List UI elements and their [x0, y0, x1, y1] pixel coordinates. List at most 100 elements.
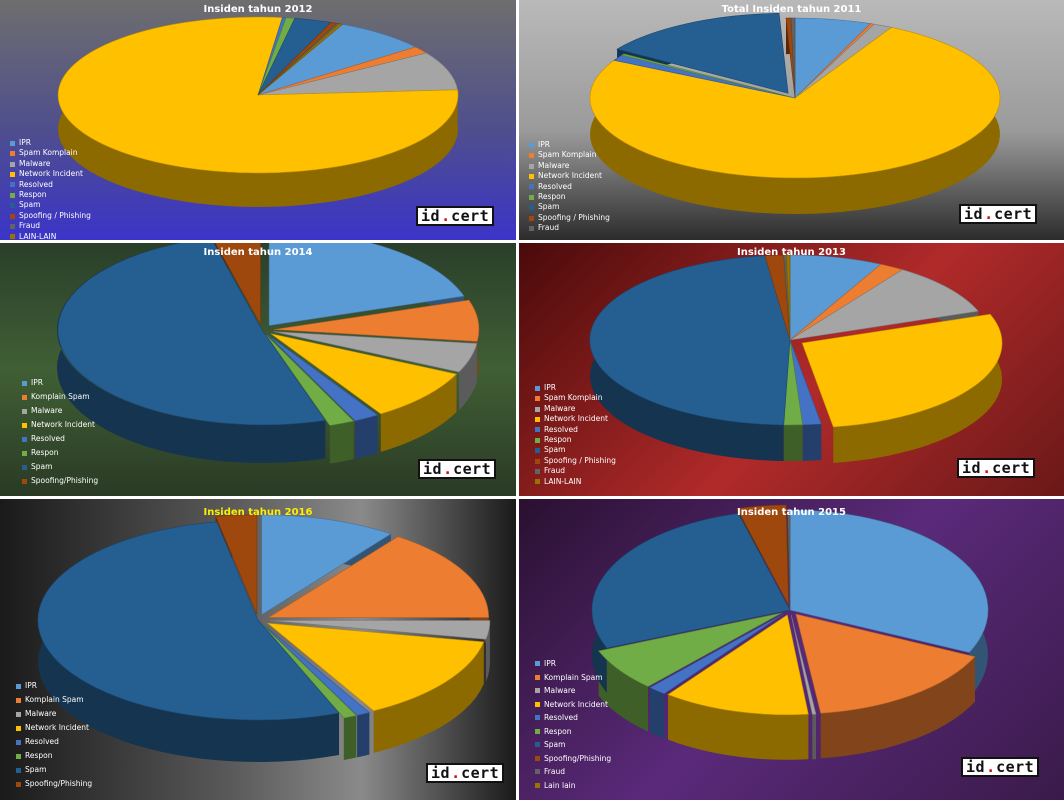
legend-label: Malware: [25, 709, 57, 718]
legend-label: Fraud: [19, 221, 40, 231]
chart-panel-2012: Insiden tahun 2012 IPR Spam Komplain Malwa…: [0, 0, 516, 240]
legend-item: Komplain Spam: [22, 390, 98, 404]
legend-label: Network Incident: [544, 699, 608, 709]
legend-item: Malware: [16, 707, 92, 721]
legend-label: Spam Komplain: [19, 148, 78, 158]
legend-label: Respon: [19, 190, 47, 200]
legend-item: Network Incident: [10, 169, 91, 179]
legend-swatch: [535, 448, 540, 454]
legend-swatch: [529, 215, 534, 221]
legend-swatch: [529, 225, 534, 231]
legend-label: Fraud: [544, 767, 565, 776]
legend-label: Spam Komplain: [544, 393, 603, 403]
legend-swatch: [535, 661, 540, 667]
legend-item: Spoofing / Phishing: [529, 213, 610, 223]
legend-label: Respon: [31, 448, 59, 457]
legend-label: LAIN-LAIN: [19, 231, 57, 240]
pie-slice-respon: [621, 53, 796, 99]
legend-label: Malware: [544, 686, 576, 695]
legend-swatch: [10, 171, 15, 177]
legend-item: Respon: [16, 749, 92, 763]
pie-slice-spoofing-phishing: [214, 243, 261, 326]
legend-label: IPR: [19, 138, 31, 147]
legend-item: Network Incident: [16, 721, 92, 735]
pie-slice-side: [486, 620, 490, 682]
legend-swatch: [22, 380, 27, 386]
pie-slice-ipr: [261, 514, 392, 616]
legend-swatch: [535, 728, 540, 734]
pie-slice-spam: [57, 243, 326, 426]
legend-label: Spoofing/Phishing: [544, 753, 612, 763]
legend-label: Spam: [19, 200, 41, 210]
pie-slice-malware: [789, 269, 979, 341]
legend-label: Spam: [544, 740, 566, 749]
idcert-logo: id. cert: [418, 459, 497, 479]
legend-swatch: [529, 163, 534, 169]
legend-label: LAIN-LAIN: [544, 476, 582, 486]
pie-slice-side: [833, 314, 1002, 463]
legend-label: Resolved: [25, 737, 59, 746]
pie-slice-side: [357, 712, 370, 758]
legend-label: Network Incident: [31, 420, 95, 429]
legend-item: Spam: [535, 445, 616, 455]
legend-label: Spam: [25, 765, 47, 774]
legend-swatch: [535, 769, 540, 775]
pie-slice-lain-lain: [785, 254, 791, 341]
pie-slice-respon: [262, 624, 358, 719]
chart-panel-2013: Insiden tahun 2013 IPR Spam Komplain Malwa…: [519, 243, 1064, 496]
pie-slice-network-incident: [667, 614, 809, 716]
pie-slice-network-incident: [801, 313, 1003, 428]
legend-2015: IPR Komplain Spam Malware Network Incident R…: [535, 657, 611, 792]
legend-item: Spam: [529, 202, 610, 212]
legend-swatch: [22, 408, 27, 414]
legend-item: Spoofing/Phishing: [16, 777, 92, 791]
chart-panel-2014: Insiden tahun 2014 IPR Komplain Spam Malwa…: [0, 243, 516, 496]
pie-slice-spam: [591, 513, 791, 649]
legend-item: Spam Komplain: [529, 150, 610, 160]
legend-label: Network Incident: [544, 414, 608, 424]
legend-item: Respon: [22, 446, 98, 460]
legend-item: Network Incident: [535, 414, 616, 424]
legend-item: Fraud: [10, 221, 91, 231]
legend-label: Spoofing / Phishing: [544, 455, 616, 465]
legend-item: Lain lain: [535, 779, 611, 793]
legend-swatch: [22, 478, 27, 484]
legend-label: Spoofing/Phishing: [25, 779, 93, 788]
pie-slice-resolved: [649, 613, 784, 695]
legend-swatch: [16, 725, 21, 731]
pie-slice-side: [380, 374, 457, 452]
legend-label: Resolved: [31, 434, 65, 443]
legend-swatch: [535, 782, 540, 788]
legend-item: Resolved: [22, 432, 98, 446]
legend-swatch: [10, 223, 15, 229]
pie-slice-spoofing-phishing: [736, 504, 789, 606]
legend-label: Spam: [538, 202, 560, 212]
legend-label: IPR: [544, 659, 556, 668]
legend-item: Respon: [535, 435, 616, 445]
pie-slice-side: [329, 421, 354, 464]
legend-swatch: [535, 416, 540, 422]
legend-swatch: [16, 767, 21, 773]
chart-title-2016: Insiden tahun 2016: [203, 507, 313, 518]
chart-title-2013: Insiden tahun 2013: [737, 247, 846, 258]
legend-label: Spam Komplain: [538, 150, 597, 160]
legend-label: Spoofing / Phishing: [19, 210, 91, 220]
legend-label: Komplain Spam: [31, 392, 90, 401]
legend-label: IPR: [538, 140, 550, 149]
legend-swatch: [10, 203, 15, 209]
legend-label: Respon: [538, 192, 566, 202]
legend-item: Malware: [535, 404, 616, 414]
legend-item: IPR: [529, 140, 610, 150]
legend-label: IPR: [544, 383, 556, 392]
legend-item: Malware: [529, 161, 610, 171]
pie-slice-spam: [616, 12, 789, 94]
legend-2014: IPR Komplain Spam Malware Network Incident R…: [22, 376, 98, 488]
legend-2013: IPR Spam Komplain Malware Network Incident R…: [535, 383, 616, 487]
pie-slice-side: [812, 714, 816, 760]
legend-swatch: [535, 468, 540, 474]
legend-label: Respon: [544, 435, 572, 445]
legend-label: Resolved: [19, 179, 53, 189]
legend-item: Resolved: [10, 180, 91, 190]
pie-chart-2013: [589, 254, 1003, 463]
legend-item: IPR: [535, 657, 611, 671]
